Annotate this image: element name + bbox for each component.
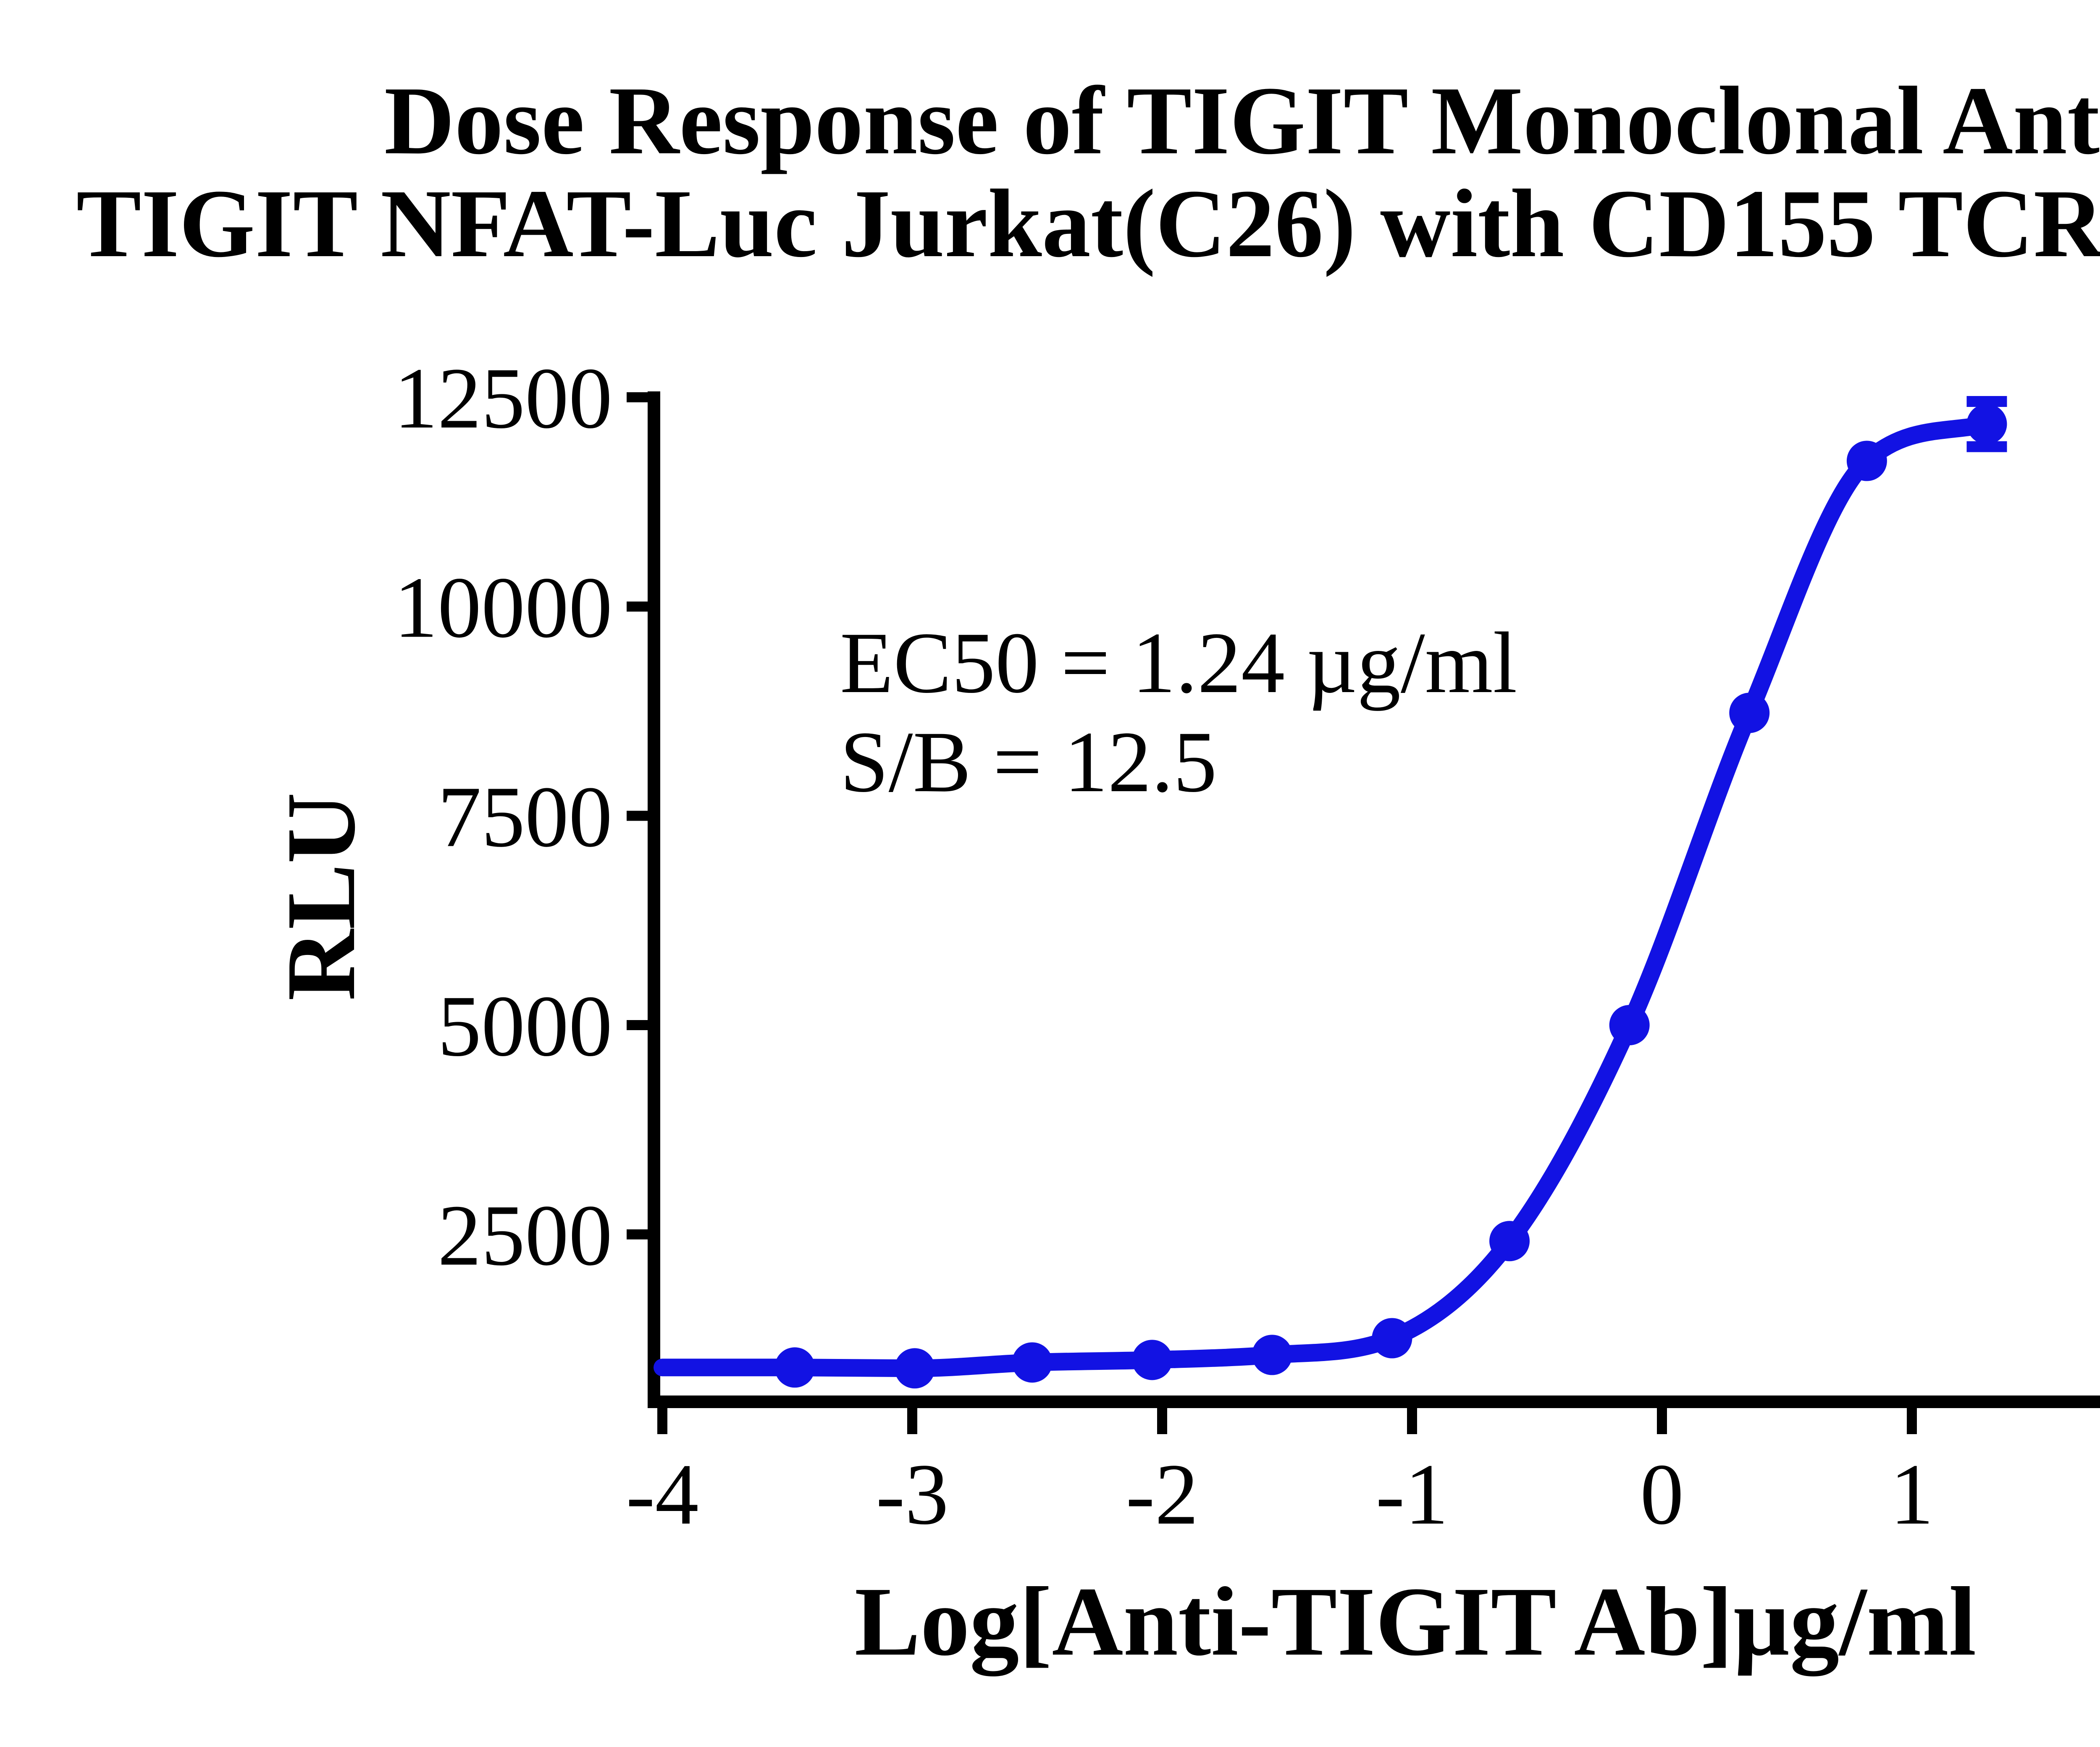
chart-title-line1: Dose Response of TIGIT Monoclonal Antibo…	[384, 67, 2100, 175]
data-point	[1132, 1340, 1173, 1380]
x-tick-label--3: -3	[876, 1446, 948, 1542]
y-tick-label-5000: 5000	[438, 978, 612, 1074]
x-axis-title: Log[Anti-TIGIT Ab]µg/ml	[855, 1567, 1977, 1676]
data-point	[1372, 1318, 1412, 1359]
y-tick-label-7500: 7500	[438, 769, 612, 865]
data-point	[1966, 404, 2007, 444]
annotation-signal-to-background: S/B = 12.5	[840, 713, 1217, 810]
y-tick-label-10000: 10000	[394, 559, 612, 656]
x-tick-label--1: -1	[1376, 1446, 1448, 1542]
data-point	[894, 1348, 935, 1389]
data-point	[1609, 1005, 1650, 1045]
data-point	[1729, 693, 1770, 733]
x-tick-label--2: -2	[1126, 1446, 1198, 1542]
y-axis-title: RLU	[266, 792, 375, 1001]
x-tick-label--4: -4	[626, 1446, 698, 1542]
data-point	[1489, 1221, 1530, 1262]
x-tick-label-1: 1	[1890, 1446, 1934, 1542]
data-point	[1012, 1342, 1053, 1383]
y-tick-label-2500: 2500	[438, 1187, 612, 1283]
chart-title: Dose Response of TIGIT Monoclonal Antibo…	[0, 69, 2100, 275]
data-point	[774, 1347, 815, 1388]
chart-title-line2: TIGIT NFAT-Luc Jurkat(C26) with CD155 TC…	[76, 170, 2100, 278]
y-tick-label-12500: 12500	[394, 350, 612, 446]
data-point	[1252, 1335, 1292, 1375]
data-point	[1846, 441, 1887, 481]
annotation-ec50: EC50 = 1.24 µg/ml	[840, 614, 1517, 711]
x-tick-label-0: 0	[1640, 1446, 1684, 1542]
dose-response-curve	[654, 415, 1996, 1377]
